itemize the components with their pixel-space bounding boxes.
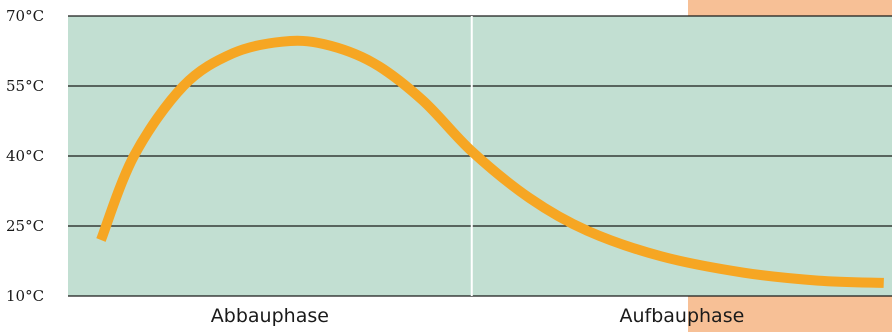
temperature-curve — [96, 35, 884, 288]
phase-labels: Abbauphase Aufbauphase — [211, 305, 744, 327]
y-tick-label-70: 70°C — [6, 7, 44, 25]
y-tick-label-55: 55°C — [6, 77, 44, 95]
y-tick-label-10: 10°C — [6, 287, 44, 305]
y-tick-label-25: 25°C — [6, 217, 44, 235]
y-tick-label-40: 40°C — [6, 147, 44, 165]
phase-label-2: Aufbauphase — [619, 305, 744, 327]
phase-label-1: Abbauphase — [211, 305, 329, 327]
y-axis-labels: 10°C 25°C 40°C 55°C 70°C — [6, 7, 44, 305]
